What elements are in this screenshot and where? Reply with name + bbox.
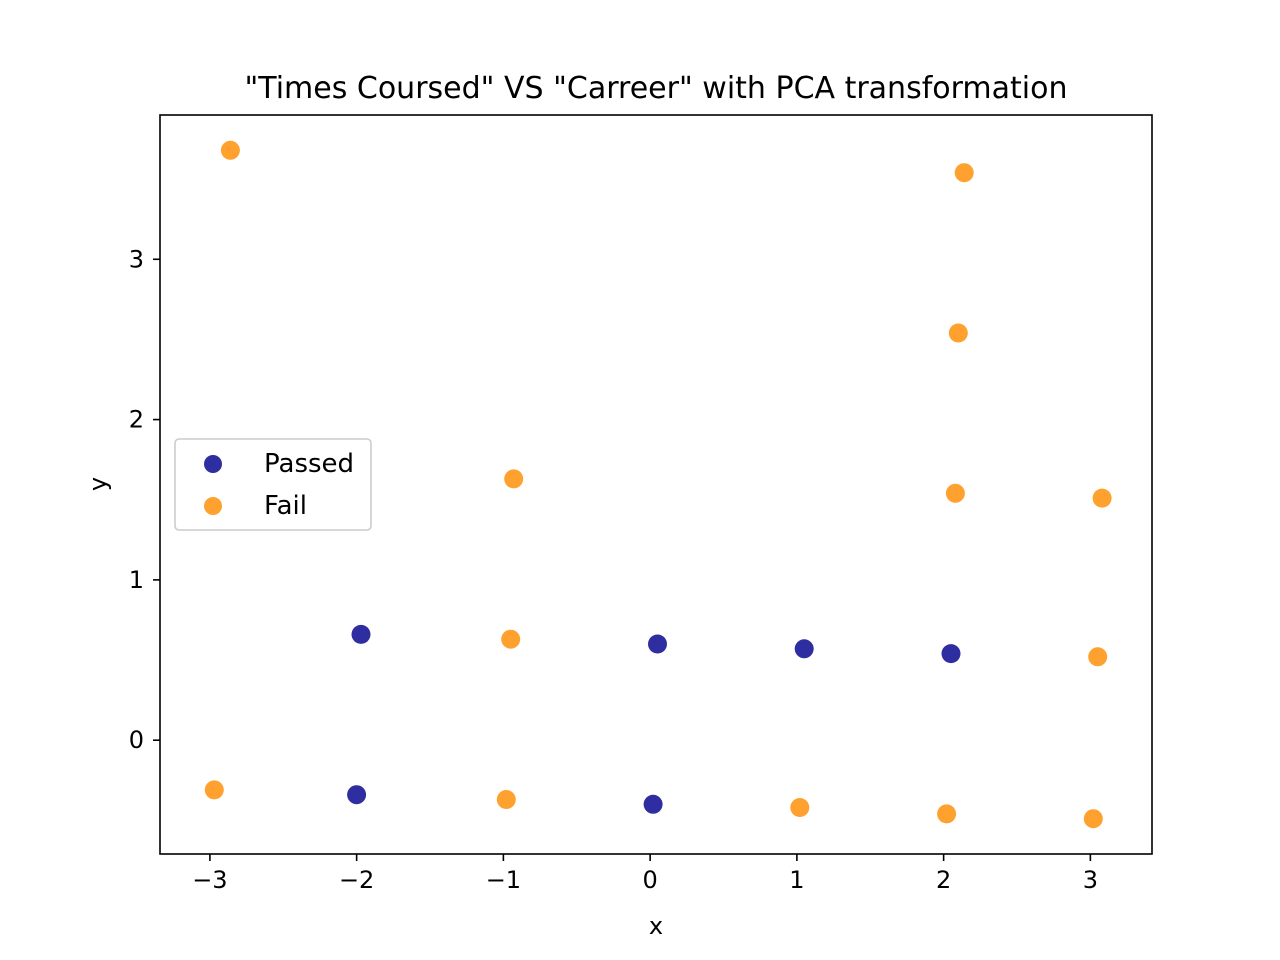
point-fail-7 <box>1088 647 1108 667</box>
y-tick-label: 3 <box>129 245 144 273</box>
x-axis-label: x <box>649 912 663 940</box>
plot-frame <box>159 114 1153 855</box>
x-tick-label: −2 <box>339 866 374 894</box>
x-axis-ticks: −3 −2 −1 0 1 2 3 <box>192 854 1098 894</box>
x-tick-label: −3 <box>192 866 227 894</box>
x-tick-label: 1 <box>789 866 804 894</box>
point-fail-3 <box>504 469 524 489</box>
legend-label-passed: Passed <box>264 449 354 479</box>
y-tick-label: 0 <box>129 726 144 754</box>
legend-marker-passed <box>204 455 222 473</box>
point-fail-2 <box>948 323 968 343</box>
point-passed-4 <box>347 785 367 805</box>
point-fail-1 <box>954 163 974 183</box>
point-passed-5 <box>643 794 663 814</box>
legend-label-fail: Fail <box>264 491 307 521</box>
points-layer <box>204 140 1112 829</box>
x-tick-label: −1 <box>486 866 521 894</box>
legend-marker-fail <box>204 497 222 515</box>
point-passed-2 <box>794 639 814 659</box>
point-fail-4 <box>945 483 965 503</box>
point-fail-12 <box>1083 809 1103 829</box>
chart-title: "Times Coursed" VS "Carreer" with PCA tr… <box>245 71 1068 106</box>
point-fail-8 <box>204 780 224 800</box>
point-fail-6 <box>501 629 521 649</box>
x-tick-label: 3 <box>1083 866 1098 894</box>
point-fail-5 <box>1092 488 1112 508</box>
point-fail-10 <box>790 798 810 817</box>
legend: Passed Fail <box>174 438 372 531</box>
point-passed-1 <box>648 634 667 654</box>
point-fail-9 <box>496 790 516 809</box>
y-axis-ticks: 0 1 2 3 <box>129 245 160 754</box>
y-axis-label: y <box>84 477 112 491</box>
x-tick-label: 0 <box>642 866 657 894</box>
point-passed-3 <box>941 644 961 664</box>
point-passed-0 <box>351 624 371 644</box>
y-tick-label: 2 <box>129 406 144 434</box>
x-tick-label: 2 <box>936 866 951 894</box>
y-tick-label: 1 <box>129 566 144 594</box>
point-fail-0 <box>220 140 240 160</box>
point-fail-11 <box>937 804 957 824</box>
legend-box <box>174 438 372 531</box>
